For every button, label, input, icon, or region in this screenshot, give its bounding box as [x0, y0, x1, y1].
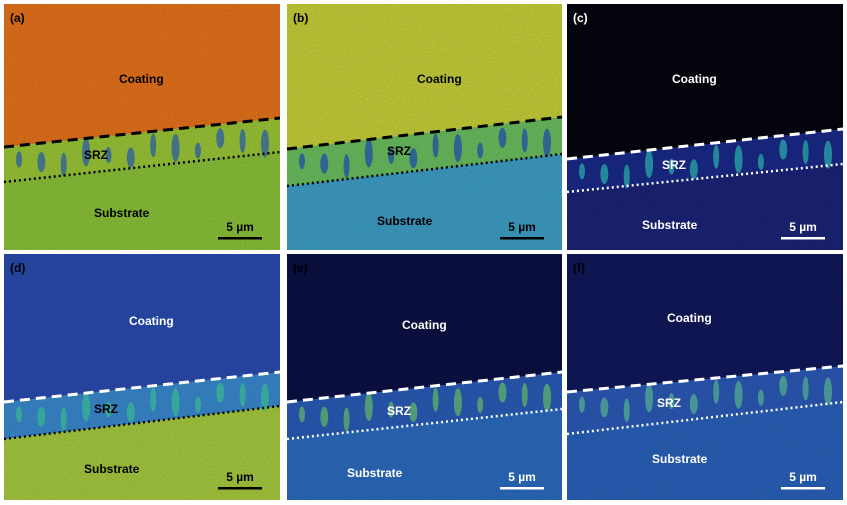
panel-label: (d) — [10, 261, 25, 275]
coating-label: Coating — [417, 72, 462, 86]
scale-bar — [218, 487, 262, 490]
panel-label: (e) — [293, 261, 308, 275]
coating-label: Coating — [402, 318, 447, 332]
scale-bar — [500, 487, 544, 490]
substrate-label: Substrate — [377, 214, 433, 228]
srz-boundary-line — [3, 150, 281, 184]
substrate-label: Substrate — [652, 452, 708, 466]
interface-line — [3, 370, 281, 404]
substrate-label: Substrate — [642, 218, 698, 232]
substrate-label: Substrate — [94, 206, 150, 220]
srz-boundary-line — [286, 152, 563, 188]
map-image — [567, 254, 843, 500]
map-image — [4, 254, 280, 500]
panel-label: (b) — [293, 11, 308, 25]
srz-boundary-line — [286, 407, 563, 441]
panel-label: (c) — [573, 11, 588, 25]
interface-line — [566, 364, 844, 394]
interface-line — [286, 115, 563, 151]
srz-boundary-line — [566, 162, 844, 194]
srz-label: SRZ — [387, 144, 411, 158]
panel: (f) Coating SRZ Substrate 5 µm — [566, 254, 844, 500]
srz-label: SRZ — [387, 404, 411, 418]
scale-bar-label: 5 µm — [508, 220, 536, 234]
scale-bar — [781, 237, 825, 240]
panel-label: (f) — [573, 261, 585, 275]
srz-label: SRZ — [94, 402, 118, 416]
panel: (e) Coating SRZ Substrate 5 µm — [286, 254, 563, 500]
scale-bar — [218, 237, 262, 240]
srz-label: SRZ — [657, 396, 681, 410]
scale-bar-label: 5 µm — [226, 220, 254, 234]
coating-label: Coating — [119, 72, 164, 86]
scale-bar-label: 5 µm — [789, 220, 817, 234]
panel: (a) Coating SRZ Substrate 5 µm — [3, 4, 281, 250]
texture — [4, 4, 280, 250]
srz-label: SRZ — [662, 158, 686, 172]
coating-label: Coating — [672, 72, 717, 86]
srz-boundary-line — [566, 400, 844, 436]
srz-label: SRZ — [84, 148, 108, 162]
map-image — [4, 4, 280, 250]
scale-bar-label: 5 µm — [508, 470, 536, 484]
panel: (d) Coating SRZ Substrate 5 µm — [3, 254, 281, 500]
substrate-label: Substrate — [84, 462, 140, 476]
scale-bar-label: 5 µm — [226, 470, 254, 484]
texture — [567, 254, 843, 500]
texture — [287, 254, 562, 500]
scale-bar-label: 5 µm — [789, 470, 817, 484]
map-image — [287, 254, 562, 500]
panel-label: (a) — [10, 11, 25, 25]
srz-boundary-line — [3, 404, 281, 441]
panel: (c) Coating SRZ Substrate 5 µm — [566, 4, 844, 250]
interface-line — [566, 127, 844, 161]
panel: (b) Coating SRZ Substrate 5 µm — [286, 4, 563, 250]
texture — [4, 254, 280, 500]
coating-label: Coating — [129, 314, 174, 328]
map-image — [287, 4, 562, 250]
texture — [567, 4, 843, 250]
scale-bar — [500, 237, 544, 240]
substrate-label: Substrate — [347, 466, 403, 480]
map-image — [567, 4, 843, 250]
interface-line — [286, 370, 563, 404]
scale-bar — [781, 487, 825, 490]
coating-label: Coating — [667, 311, 712, 325]
interface-line — [3, 116, 281, 149]
texture — [287, 4, 562, 250]
